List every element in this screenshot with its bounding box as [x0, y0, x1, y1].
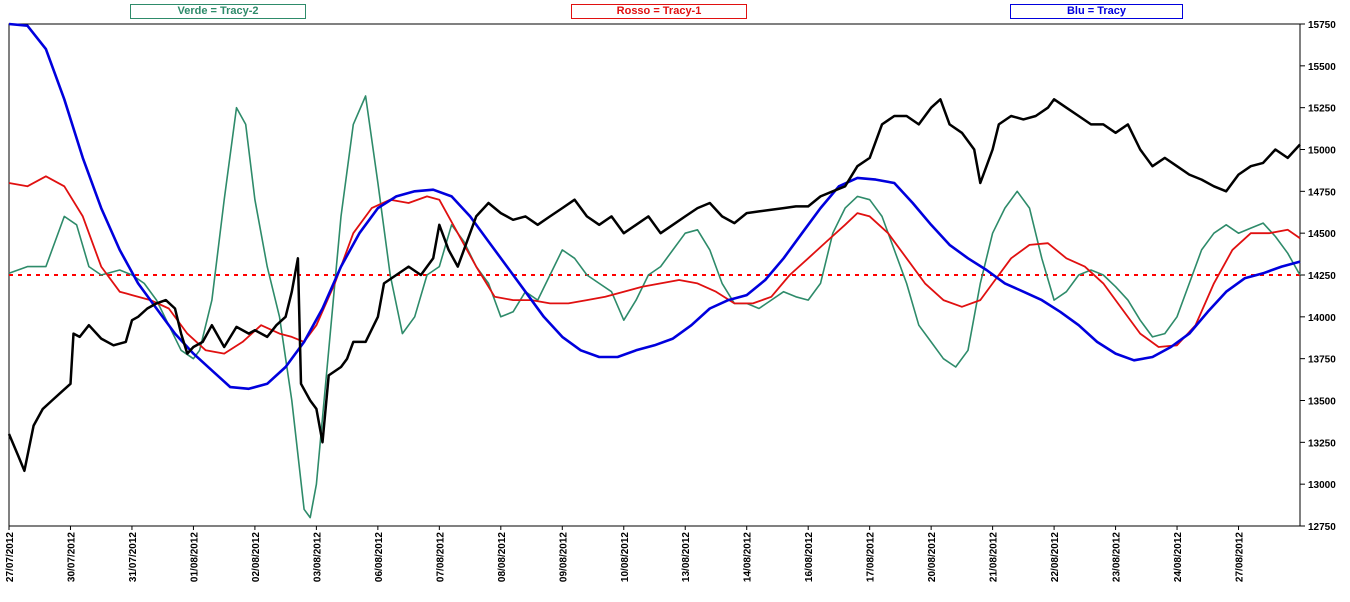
- x-tick-label-11: 13/08/2012: [681, 532, 692, 582]
- y-tick-label-8: 14750: [1308, 187, 1336, 198]
- x-tick-label-3: 01/08/2012: [189, 532, 200, 582]
- x-tick-label-5: 03/08/2012: [312, 532, 323, 582]
- y-tick-label-11: 15500: [1308, 62, 1336, 73]
- series-line-tracy-2: [8, 95, 1301, 519]
- x-tick-label-19: 24/08/2012: [1173, 532, 1184, 582]
- x-tick-label-16: 21/08/2012: [989, 532, 1000, 582]
- y-tick-label-6: 14250: [1308, 271, 1336, 282]
- x-tick-label-0: 27/07/2012: [5, 532, 16, 582]
- x-tick-label-10: 10/08/2012: [620, 532, 631, 582]
- y-tick-label-9: 15000: [1308, 146, 1336, 157]
- x-tick-label-2: 31/07/2012: [128, 532, 139, 582]
- y-tick-label-0: 12750: [1308, 522, 1336, 533]
- y-tick-label-12: 15750: [1308, 20, 1336, 31]
- legend-tracy-1: Rosso = Tracy-1: [571, 4, 747, 19]
- x-tick-label-4: 02/08/2012: [251, 532, 262, 582]
- series-line-tracy-1: [8, 175, 1301, 355]
- x-tick-label-1: 30/07/2012: [66, 532, 77, 582]
- y-tick-label-4: 13750: [1308, 355, 1336, 366]
- y-tick-label-2: 13250: [1308, 438, 1336, 449]
- x-tick-label-15: 20/08/2012: [927, 532, 938, 582]
- x-tick-label-14: 17/08/2012: [866, 532, 877, 582]
- y-tick-label-3: 13500: [1308, 397, 1336, 408]
- y-tick-label-5: 14000: [1308, 313, 1336, 324]
- x-tick-label-17: 22/08/2012: [1050, 532, 1061, 582]
- x-tick-label-13: 16/08/2012: [804, 532, 815, 582]
- x-tick-label-8: 08/08/2012: [497, 532, 508, 582]
- y-tick-label-10: 15250: [1308, 104, 1336, 115]
- x-tick-label-6: 06/08/2012: [374, 532, 385, 582]
- series-line-price: [7, 98, 1301, 473]
- x-tick-label-18: 23/08/2012: [1112, 532, 1123, 582]
- x-tick-label-7: 07/08/2012: [435, 532, 446, 582]
- y-tick-label-7: 14500: [1308, 229, 1336, 240]
- series-line-tracy: [8, 22, 1301, 391]
- x-tick-label-20: 27/08/2012: [1235, 532, 1246, 582]
- plot-area: [8, 23, 1301, 527]
- y-tick-label-1: 13000: [1308, 480, 1336, 491]
- x-tick-label-9: 09/08/2012: [558, 532, 569, 582]
- x-tick-label-12: 14/08/2012: [743, 532, 754, 582]
- legend-tracy: Blu = Tracy: [1010, 4, 1183, 19]
- legend-tracy-2: Verde = Tracy-2: [130, 4, 306, 19]
